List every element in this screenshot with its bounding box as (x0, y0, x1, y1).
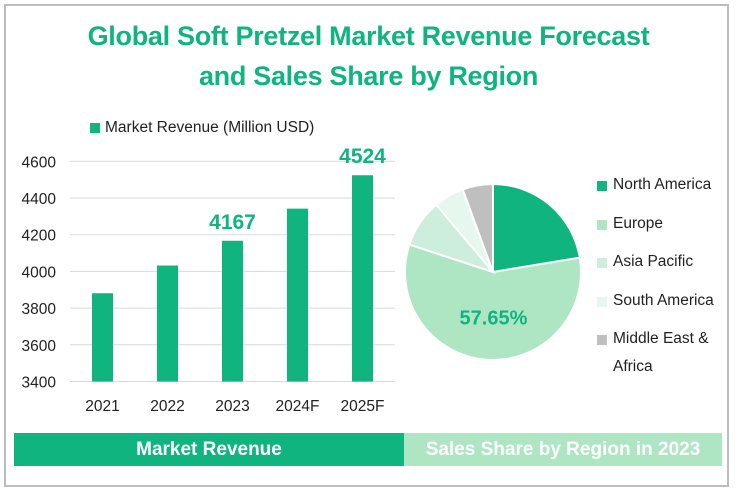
x-tick-label: 2025F (341, 398, 385, 415)
pie-legend-swatch (597, 296, 607, 307)
data-label-2023: 4167 (209, 211, 256, 234)
pie-legend-item: Europe (597, 213, 731, 252)
footer-band-market-revenue: Market Revenue (14, 433, 404, 466)
x-tick-label: 2023 (215, 398, 249, 415)
data-label-2025F: 4524 (339, 145, 386, 168)
pie-data-label: 57.65% (460, 308, 528, 330)
pie-legend-swatch (597, 181, 607, 191)
pie-legend-swatch (597, 219, 607, 230)
bar-2023 (222, 240, 243, 382)
bar-2025F (352, 175, 373, 382)
bar-2021 (92, 293, 113, 382)
pie-legend-item: Middle East & Africa (597, 328, 731, 375)
bar-legend: Market Revenue (Million USD) (90, 119, 314, 137)
y-tick-label: 4600 (22, 154, 57, 171)
bar-2022 (157, 265, 178, 382)
pie-legend-label: Middle East & Africa (613, 330, 709, 375)
pie-slice-middle-east-africa (461, 182, 494, 273)
bar-legend-label: Market Revenue (Million USD) (105, 119, 315, 136)
title-line-1: Global Soft Pretzel Market Revenue Forec… (87, 21, 650, 51)
y-tick-label: 4200 (22, 228, 57, 245)
chart-title: Global Soft Pretzel Market Revenue Forec… (0, 16, 737, 96)
y-tick-label: 3400 (22, 375, 57, 392)
pie-legend-item: South America (597, 290, 731, 329)
bar-legend-swatch (90, 123, 100, 133)
footer-band-sales-share: Sales Share by Region in 2023 (404, 433, 722, 466)
x-tick-label: 2022 (150, 398, 184, 415)
x-tick-label: 2024F (276, 398, 320, 415)
y-tick-label: 3600 (22, 338, 57, 355)
pie-legend-label: Asia Pacific (613, 253, 694, 270)
footer-left-label: Market Revenue (136, 438, 282, 460)
pie-legend-swatch (597, 258, 607, 268)
y-tick-label: 4400 (22, 191, 57, 208)
pie-legend-item: North America (597, 174, 731, 213)
pie-slice-europe (404, 243, 582, 361)
y-tick-label: 3800 (22, 301, 57, 318)
footer-right-label: Sales Share by Region in 2023 (425, 438, 701, 460)
pie-legend-item: Asia Pacific (597, 251, 731, 290)
bar-2024F (287, 208, 308, 382)
pie-legend-swatch (597, 335, 607, 345)
pie-legend-label: North America (613, 176, 712, 193)
pie-legend: North America Europe Asia Pacific South Ame… (597, 174, 731, 375)
y-tick-label: 4000 (22, 264, 57, 281)
pie-legend-label: South America (613, 291, 714, 309)
title-line-2: and Sales Share by Region (198, 61, 539, 91)
x-tick-label: 2021 (85, 398, 119, 415)
pie-legend-label: Europe (613, 214, 663, 232)
pie-slice-north-america (492, 182, 581, 274)
